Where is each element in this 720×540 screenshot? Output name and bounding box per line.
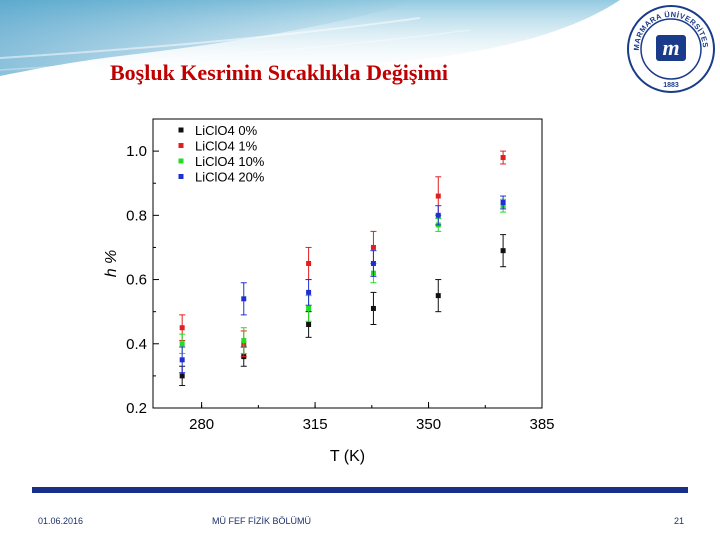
x-tick-label: 315 [303,416,328,433]
data-point [500,155,506,161]
x-tick-label: 350 [416,416,441,433]
data-point [306,305,312,311]
slide-title: Boşluk Kesrinin Sıcaklıkla Değişimi [110,60,449,85]
series-2 [179,198,507,354]
data-point [500,248,506,254]
data-point [370,261,376,266]
footer-date: 01.06.2016 [38,516,84,526]
temperature-scatter-chart: 280 315 350 385 0.2 0.4 0.6 0.8 1.0 T (K) h % LiClO… [103,118,555,465]
legend-label: LiClO4 10% [195,154,265,169]
data-point [306,322,312,328]
data-point [500,199,506,205]
legend-label: LiClO4 0% [195,123,258,138]
series-3 [179,195,507,374]
university-logo: MARMARA ÜNİVERSİTESİ m 1883 [626,4,715,93]
data-point [370,305,376,311]
y-tick-label: 0.8 [126,207,147,224]
data-point [179,341,185,347]
data-point [435,212,441,218]
footer-rule [32,487,688,493]
y-tick-label: 0.6 [126,272,147,289]
y-tick-label: 0.2 [126,400,147,417]
legend-label: LiClO4 20% [195,170,265,185]
plot-frame [152,118,543,409]
footer-department: MÜ FEF FİZİK BÖLÜMÜ [212,516,311,526]
data-point [306,261,312,266]
data-point [370,244,376,250]
legend-label: LiClO4 1% [195,139,258,154]
y-tick-label: 1.0 [126,143,147,160]
data-point [179,373,185,379]
data-point [241,338,247,344]
data-point [241,296,247,302]
y-axis-label: h % [103,250,120,278]
page-number: 21 [674,516,685,526]
data-point [179,357,185,363]
legend-marker [178,158,184,164]
data-point [306,289,312,295]
x-axis-label: T (K) [330,448,365,465]
logo-monogram: m [662,35,679,60]
data-point [435,193,441,199]
data-point [435,293,441,299]
data-point [179,325,185,331]
series-0 [179,234,507,387]
legend-marker [178,174,184,179]
legend-marker [178,143,184,148]
legend-marker [178,127,184,133]
y-tick-label: 0.4 [126,336,147,353]
x-tick-label: 385 [529,416,554,433]
logo-year: 1883 [663,82,679,89]
x-tick-label: 280 [189,416,214,433]
